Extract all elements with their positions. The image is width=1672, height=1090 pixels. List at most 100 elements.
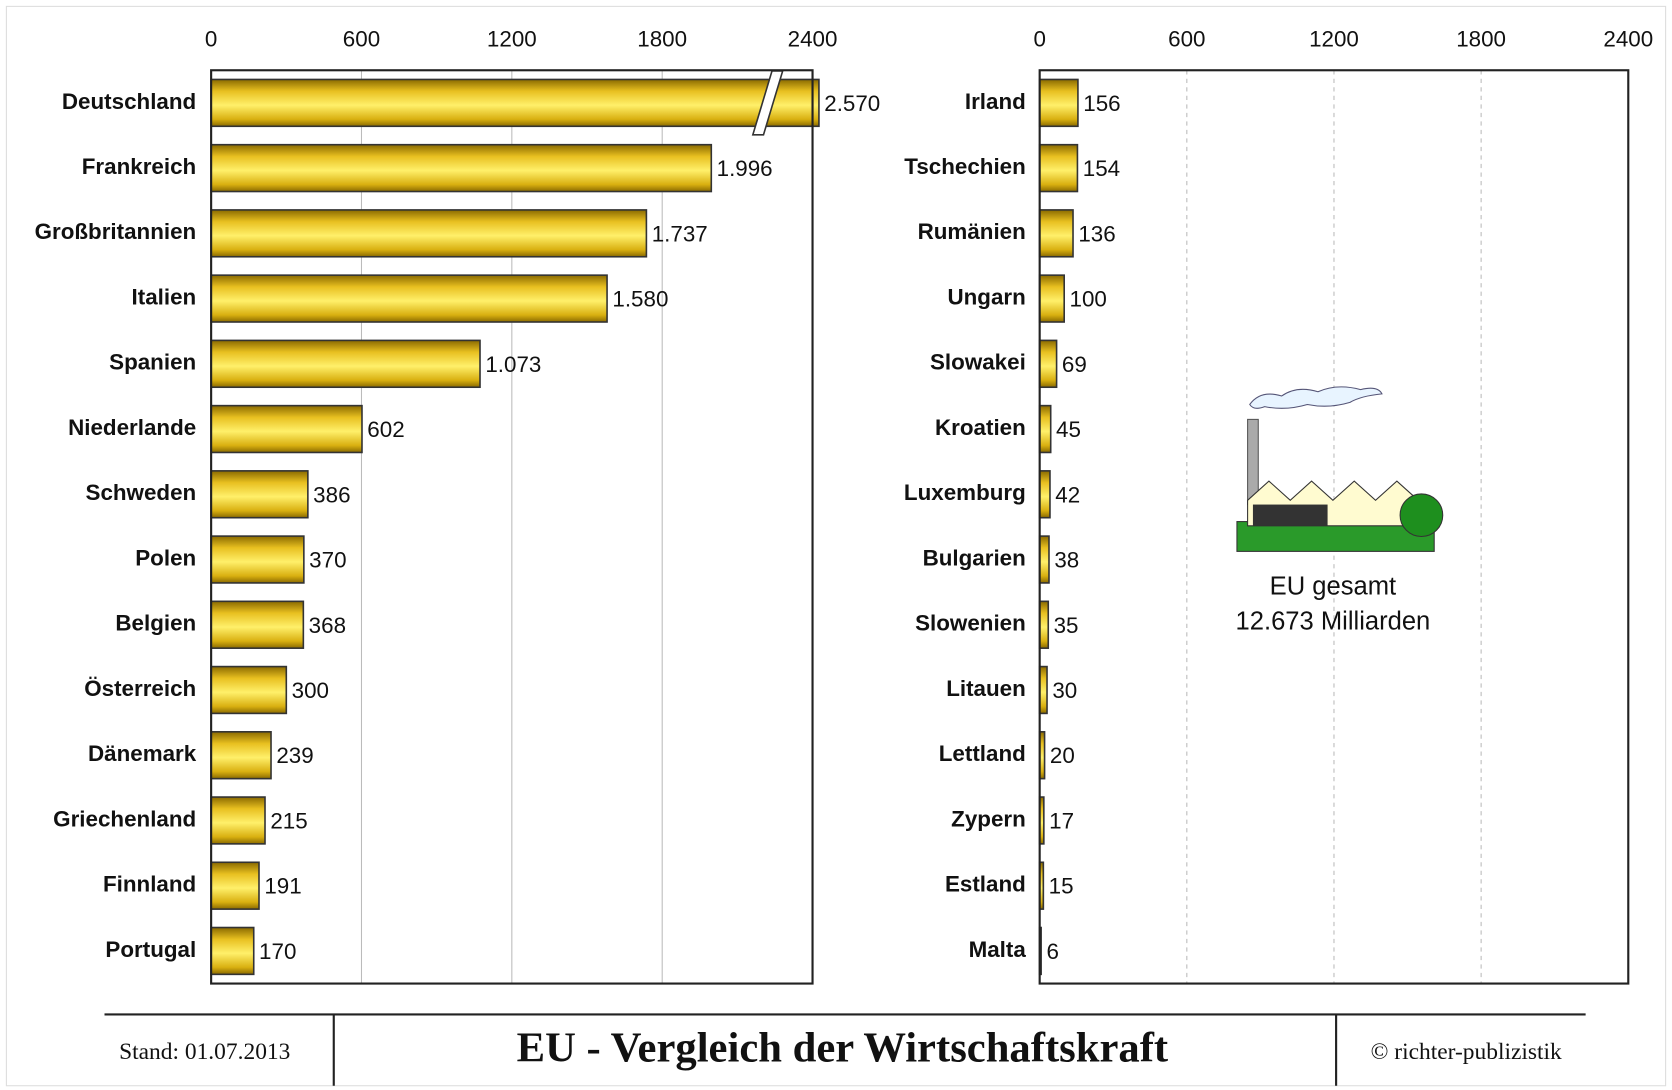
bar [1038,600,1050,649]
bar [210,143,713,193]
bar [1038,339,1058,389]
value-label: 30 [1052,678,1077,703]
value-label: 20 [1050,743,1075,768]
frame [5,5,1667,1087]
bar [210,665,288,715]
category-label: Griechenland [53,806,196,831]
footer-title: EU - Vergleich der Wirtschaftskraft [517,1024,1168,1071]
bar [210,796,266,845]
bar [1038,143,1079,193]
value-label: 370 [309,548,346,573]
value-label: 69 [1062,352,1087,377]
bar [1038,470,1051,519]
x-tick-label: 2400 [788,26,838,51]
value-label: 38 [1054,548,1079,573]
value-label: 2.570 [824,91,880,116]
category-label: Belgien [115,611,196,636]
bar [1038,274,1065,323]
value-label: 156 [1083,91,1120,116]
annotation: EU gesamt [1270,572,1396,600]
bar [210,731,272,780]
value-label: 100 [1070,287,1107,312]
value-label: 1.996 [717,156,773,181]
bar [210,78,820,128]
category-label: Dänemark [88,741,197,766]
category-label: Ungarn [947,284,1025,309]
category-label: Litauen [946,676,1026,701]
bar [210,274,608,323]
bar [210,209,648,258]
bar [1038,535,1050,584]
annotation: 12.673 Milliarden [1236,607,1431,635]
value-label: 170 [259,939,296,964]
value-label: 42 [1055,482,1080,507]
x-tick-label: 0 [1033,26,1045,51]
value-label: 215 [270,809,307,834]
category-label: Lettland [939,741,1026,766]
category-label: Italien [132,284,197,309]
value-label: 602 [367,417,404,442]
category-label: Tschechien [904,154,1025,179]
bar [1038,665,1048,715]
bar [1038,404,1052,454]
value-label: 154 [1083,156,1120,181]
value-label: 6 [1046,939,1058,964]
bar [210,926,255,976]
x-tick-label: 1200 [487,26,537,51]
credit: © richter-publizistik [1371,1039,1562,1065]
date: Stand: 01.07.2013 [119,1039,290,1065]
bar [1038,209,1074,258]
plot-border [210,69,814,985]
category-label: Großbritannien [35,219,197,244]
category-label: Rumänien [918,219,1026,244]
value-label: 386 [313,482,350,507]
category-label: Zypern [951,806,1026,831]
category-label: Slowakei [930,350,1026,375]
value-label: 35 [1054,613,1079,638]
bar [210,861,260,910]
x-tick-label: 600 [1168,26,1205,51]
value-label: 45 [1056,417,1081,442]
bar [1038,78,1079,128]
category-label: Schweden [86,480,197,505]
category-label: Malta [969,937,1027,962]
category-label: Deutschland [62,89,196,114]
bar [210,600,305,649]
bar [210,470,309,519]
value-label: 15 [1049,874,1074,899]
x-tick-label: 1800 [1456,26,1506,51]
x-tick-label: 600 [343,26,380,51]
value-label: 136 [1078,221,1115,246]
category-label: Irland [965,89,1026,114]
category-label: Niederlande [68,415,196,440]
value-label: 1.737 [652,221,708,246]
category-label: Österreich [84,676,196,701]
x-tick-label: 1800 [637,26,687,51]
factory-icon [1236,386,1444,552]
category-label: Finnland [103,872,196,897]
category-label: Polen [135,545,196,570]
category-label: Estland [945,872,1026,897]
category-label: Bulgarien [923,545,1026,570]
category-label: Frankreich [82,154,196,179]
value-label: 17 [1049,809,1074,834]
bar [210,339,481,389]
value-label: 300 [292,678,329,703]
value-label: 1.073 [485,352,541,377]
value-label: 1.580 [612,287,668,312]
category-label: Kroatien [935,415,1026,440]
x-tick-label: 1200 [1309,26,1359,51]
bar [210,535,305,584]
value-label: 191 [264,874,301,899]
x-tick-label: 0 [205,26,217,51]
value-label: 239 [276,743,313,768]
plot-border [1038,69,1630,985]
category-label: Portugal [105,937,196,962]
value-label: 368 [309,613,346,638]
x-tick-label: 2400 [1603,26,1653,51]
bar [210,404,363,454]
category-label: Spanien [109,350,196,375]
category-label: Luxemburg [904,480,1026,505]
category-label: Slowenien [915,611,1026,636]
